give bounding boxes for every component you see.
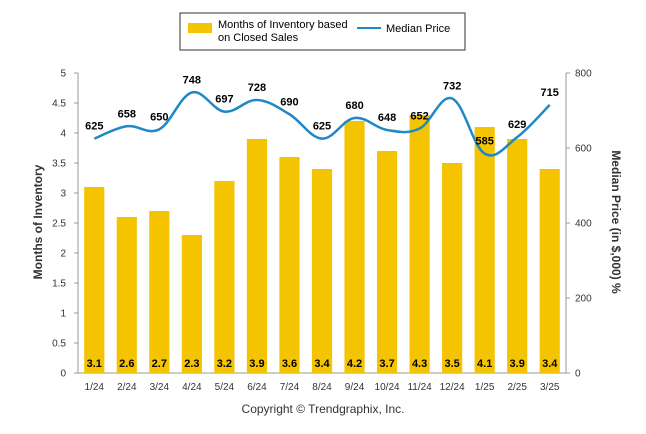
inventory-bar (311, 169, 333, 373)
y-left-tick-label: 0 (60, 369, 66, 380)
x-tick-label: 9/24 (345, 382, 365, 393)
y-left-tick-label: 4.5 (52, 99, 66, 110)
median-price-label: 625 (313, 121, 331, 133)
inventory-bar (409, 115, 430, 373)
x-tick-label: 2/24 (117, 382, 137, 393)
inventory-bar (507, 139, 528, 373)
y-axis-right-title: Median Price (in $,000) % (609, 150, 623, 294)
median-price-label: 585 (475, 136, 493, 148)
inventory-bar (539, 169, 560, 373)
inventory-bar (279, 157, 300, 373)
legend-label-inventory-line1: Months of Inventory based (218, 19, 348, 31)
y-left-tick-label: 3.5 (52, 159, 66, 170)
x-tick-label: 10/24 (375, 382, 400, 393)
median-price-label: 680 (345, 100, 363, 112)
legend: Months of Inventory based on Closed Sale… (179, 12, 466, 51)
inventory-bar-label: 3.1 (87, 358, 102, 370)
inventory-bar (246, 139, 268, 373)
median-price-label: 629 (508, 119, 526, 131)
inventory-bar (376, 151, 398, 373)
median-price-label: 748 (183, 75, 201, 87)
copyright-text: Copyright © Trendgraphix, Inc. (242, 402, 405, 416)
x-tick-label: 6/24 (247, 382, 267, 393)
median-price-label: 690 (280, 96, 298, 108)
inventory-bar-label: 3.9 (249, 358, 264, 370)
y-left-tick-label: 2 (60, 249, 66, 260)
x-tick-label: 1/25 (475, 382, 495, 393)
inventory-bar-label: 4.2 (347, 358, 362, 370)
inventory-bar-label: 3.5 (444, 358, 459, 370)
x-tick-label: 5/24 (215, 382, 235, 393)
x-tick-label: 11/24 (407, 382, 432, 393)
x-tick-label: 8/24 (312, 382, 332, 393)
inventory-bar-label: 3.4 (542, 358, 558, 370)
median-price-label: 732 (443, 81, 461, 93)
inventory-bar (214, 181, 235, 373)
inventory-bar-label: 2.7 (152, 358, 167, 370)
y-left-tick-label: 4 (60, 129, 66, 140)
inventory-bar (474, 127, 495, 373)
y-left-tick-label: 5 (60, 69, 66, 80)
median-price-label: 652 (410, 111, 428, 123)
x-tick-label: 4/24 (182, 382, 202, 393)
inventory-bar-label: 2.6 (119, 358, 134, 370)
x-tick-label: 3/24 (150, 382, 170, 393)
legend-label-inventory-line2: on Closed Sales (218, 32, 299, 44)
median-price-label: 728 (248, 82, 266, 94)
inventory-bar (149, 211, 170, 373)
inventory-bar-label: 3.4 (314, 358, 330, 370)
y-axis-left-title: Months of Inventory (31, 164, 45, 279)
median-price-label: 648 (378, 112, 396, 124)
y-right-tick-label: 600 (575, 144, 592, 155)
legend-box (179, 12, 466, 51)
x-tick-label: 3/25 (540, 382, 560, 393)
inventory-bar-label: 3.9 (510, 358, 525, 370)
y-right-tick-label: 200 (575, 294, 592, 305)
legend-label-median-price: Median Price (386, 23, 450, 35)
median-price-label: 715 (541, 87, 559, 99)
legend-swatch-inventory (188, 23, 212, 33)
inventory-bar (116, 217, 137, 373)
x-tick-label: 12/24 (440, 382, 465, 393)
inventory-bar-label: 3.2 (217, 358, 232, 370)
inventory-bar-label: 3.6 (282, 358, 297, 370)
y-left-tick-label: 2.5 (52, 219, 66, 230)
y-left-tick-label: 1.5 (52, 279, 66, 290)
median-price-label: 650 (150, 111, 168, 123)
y-right-tick-label: 0 (575, 369, 581, 380)
y-right-tick-label: 400 (575, 219, 592, 230)
inventory-bar (442, 163, 463, 373)
inventory-bar-label: 2.3 (184, 358, 199, 370)
x-tick-label: 2/25 (507, 382, 527, 393)
median-price-label: 658 (118, 108, 136, 120)
inventory-bar-label: 3.7 (379, 358, 394, 370)
y-left-tick-label: 1 (60, 309, 66, 320)
y-right-tick-label: 800 (575, 69, 592, 80)
y-left-tick-label: 3 (60, 189, 66, 200)
inventory-bar (181, 235, 202, 373)
median-price-label: 697 (215, 94, 233, 106)
median-price-label: 625 (85, 121, 103, 133)
x-tick-label: 7/24 (280, 382, 300, 393)
x-tick-label: 1/24 (85, 382, 105, 393)
median-price-line (93, 91, 551, 157)
inventory-bar-label: 4.1 (477, 358, 492, 370)
inventory-bar (344, 121, 365, 373)
inventory-bar-label: 4.3 (412, 358, 427, 370)
inventory-bar (84, 187, 105, 373)
y-left-tick-label: 0.5 (52, 339, 66, 350)
